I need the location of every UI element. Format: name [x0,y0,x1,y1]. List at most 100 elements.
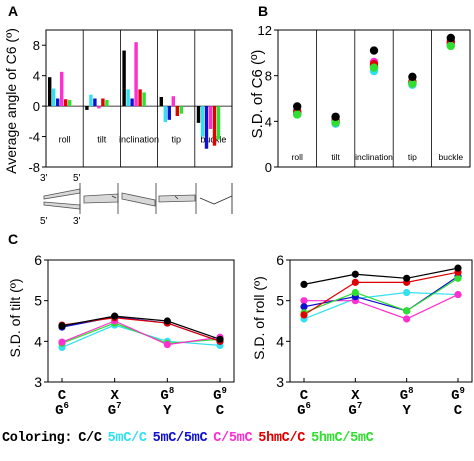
point-c-5mc-2 [163,340,171,349]
x-label-top-0: C [58,388,67,404]
bar-5mc-5mc-tip [167,106,171,120]
plot-frame [277,29,471,168]
bar-5hmc-c-tip [175,106,179,117]
inclination-step-icon [121,183,157,214]
point-c-5mc-0 [58,338,66,346]
bar-5mc-c-tilt [89,94,93,107]
tip-step-icon [158,183,197,214]
plot-frame [45,29,233,168]
bar-5hmc-c-inclination [138,89,142,107]
point-c-c-3 [454,264,462,272]
bar-c-5mc-buckle [208,106,213,129]
bar-5mc-c-inclination [126,89,130,107]
category-label-tip: tip [408,152,417,162]
y-axis-label-a: Average angle of C6 (º) [3,28,19,174]
point-c-c-1 [111,312,119,320]
line-c-c [303,267,459,285]
bar-5mc-5mc-inclination [130,98,134,107]
point-c-c-2 [403,274,411,282]
tilt-step-icon [83,183,119,214]
bar-c-c-inclination [122,50,126,107]
x-label-bottom-3: C [216,403,225,419]
line-5mc-c [61,324,221,348]
legend-prefix: Coloring: [2,431,73,446]
point-5hmc-5mc-inclination [369,63,379,72]
point-c-c-2 [163,317,171,325]
bar-c-5mc-inclination [134,42,138,107]
legend-item-5hmc-c: 5hmC/C [258,431,306,446]
x-label-bottom-sup-0: 6 [64,401,69,411]
x-label-bottom-1: G7 [108,401,122,419]
bar-5hmc-c-tilt [101,98,105,107]
y-axis-label-b: S.D. of C6 (º) [249,50,266,139]
x-label-bottom-sup-0: 6 [306,401,311,411]
category-label-tilt: tilt [97,135,106,145]
plot-area-a: -8-4048rolltiltinclinationtipbuckle [28,29,233,175]
category-label-tilt: tilt [331,152,340,162]
y-tick-label: -4 [28,130,40,145]
y-tick-label: 4 [34,333,42,349]
plot-frame [47,259,235,383]
bar-5mc-c-buckle [200,106,205,137]
dna-step-diagram: 3' 5' 5' 3' [40,173,233,227]
category-label-inclination: inclination [119,135,159,145]
bar-5hmc-5mc-buckle [216,106,221,140]
bar-5mc-c-tip [163,106,167,123]
figure-canvas: A Average angle of C6 (º) -8 -4 0 4 8 roll til… [3,3,473,419]
coloring-legend: Coloring: C/C 5mC/C 5mC/5mC C/5mC 5hmC/C 5hmC/… [2,431,474,455]
legend-item-5hmc-5mc: 5hmC/5mC [311,431,374,446]
x-label-bottom-sup-1: 7 [116,401,121,411]
x-label-top-2: G8 [400,386,414,404]
x-label-top-sup-3: 9 [460,386,465,396]
x-label-bottom-2: Y [163,403,172,419]
bar-c-5mc-roll [60,71,64,107]
point-5hmc-5mc-1 [351,288,359,297]
y-tick-label: 12 [258,23,272,38]
point-5hmc-c-0 [300,311,308,319]
point-c-5mc-2 [403,315,411,323]
x-label-top-3: G9 [213,386,227,404]
category-label-roll: roll [59,135,71,145]
x-label-bottom-0: G6 [297,401,311,419]
point-c-5mc-3 [454,290,462,299]
point-c-c-tilt [331,112,340,121]
y-tick-label: 0 [33,99,40,114]
category-label-inclination: inclination [355,152,393,162]
bar-5mc-5mc-roll [56,98,60,107]
legend-item-c-c: C/C [78,431,102,446]
x-label-top-0: C [300,388,309,404]
strand-label-bottom-right: 3' [73,216,81,227]
bar-5hmc-5mc-inclination [142,92,146,107]
roll-step-icon [43,183,81,214]
line-c-5mc [61,320,221,346]
point-c-c-tip [408,72,417,82]
x-label-bottom-sup-1: 7 [357,401,362,411]
point-c-c-1 [351,270,359,278]
line-c-c [61,315,221,340]
y-tick-label: 4 [265,114,272,129]
plot-frame [289,259,473,383]
panel-label-c: C [8,231,18,247]
x-label-bottom-2: Y [402,403,411,419]
strand-label-top-left: 3' [40,173,48,184]
y-tick-label: 4 [33,69,40,84]
bar-5hmc-5mc-tilt [105,100,109,107]
legend-item-c-5mc: C/5mC [213,431,253,446]
bar-5mc-5mc-buckle [204,106,209,149]
y-tick-label: 8 [33,38,40,53]
y-tick-label: 3 [276,374,284,390]
panel-a: A Average angle of C6 (º) -8 -4 0 4 8 roll til… [3,3,233,227]
bar-c-c-tilt [85,106,89,110]
x-label-top-sup-2: 8 [169,386,174,396]
bar-c-c-buckle [196,106,201,123]
x-label-bottom-1: G7 [348,401,362,419]
legend-item-5mc-c: 5mC/C [107,431,147,446]
y-tick-label: 6 [276,252,284,268]
legend-item-5mc-5mc: 5mC/5mC [152,431,208,446]
x-label-top-2: G8 [160,386,174,404]
bar-5hmc-c-buckle [212,106,217,146]
point-5hmc-5mc-3 [454,274,462,282]
bar-5hmc-5mc-tip [179,106,183,114]
